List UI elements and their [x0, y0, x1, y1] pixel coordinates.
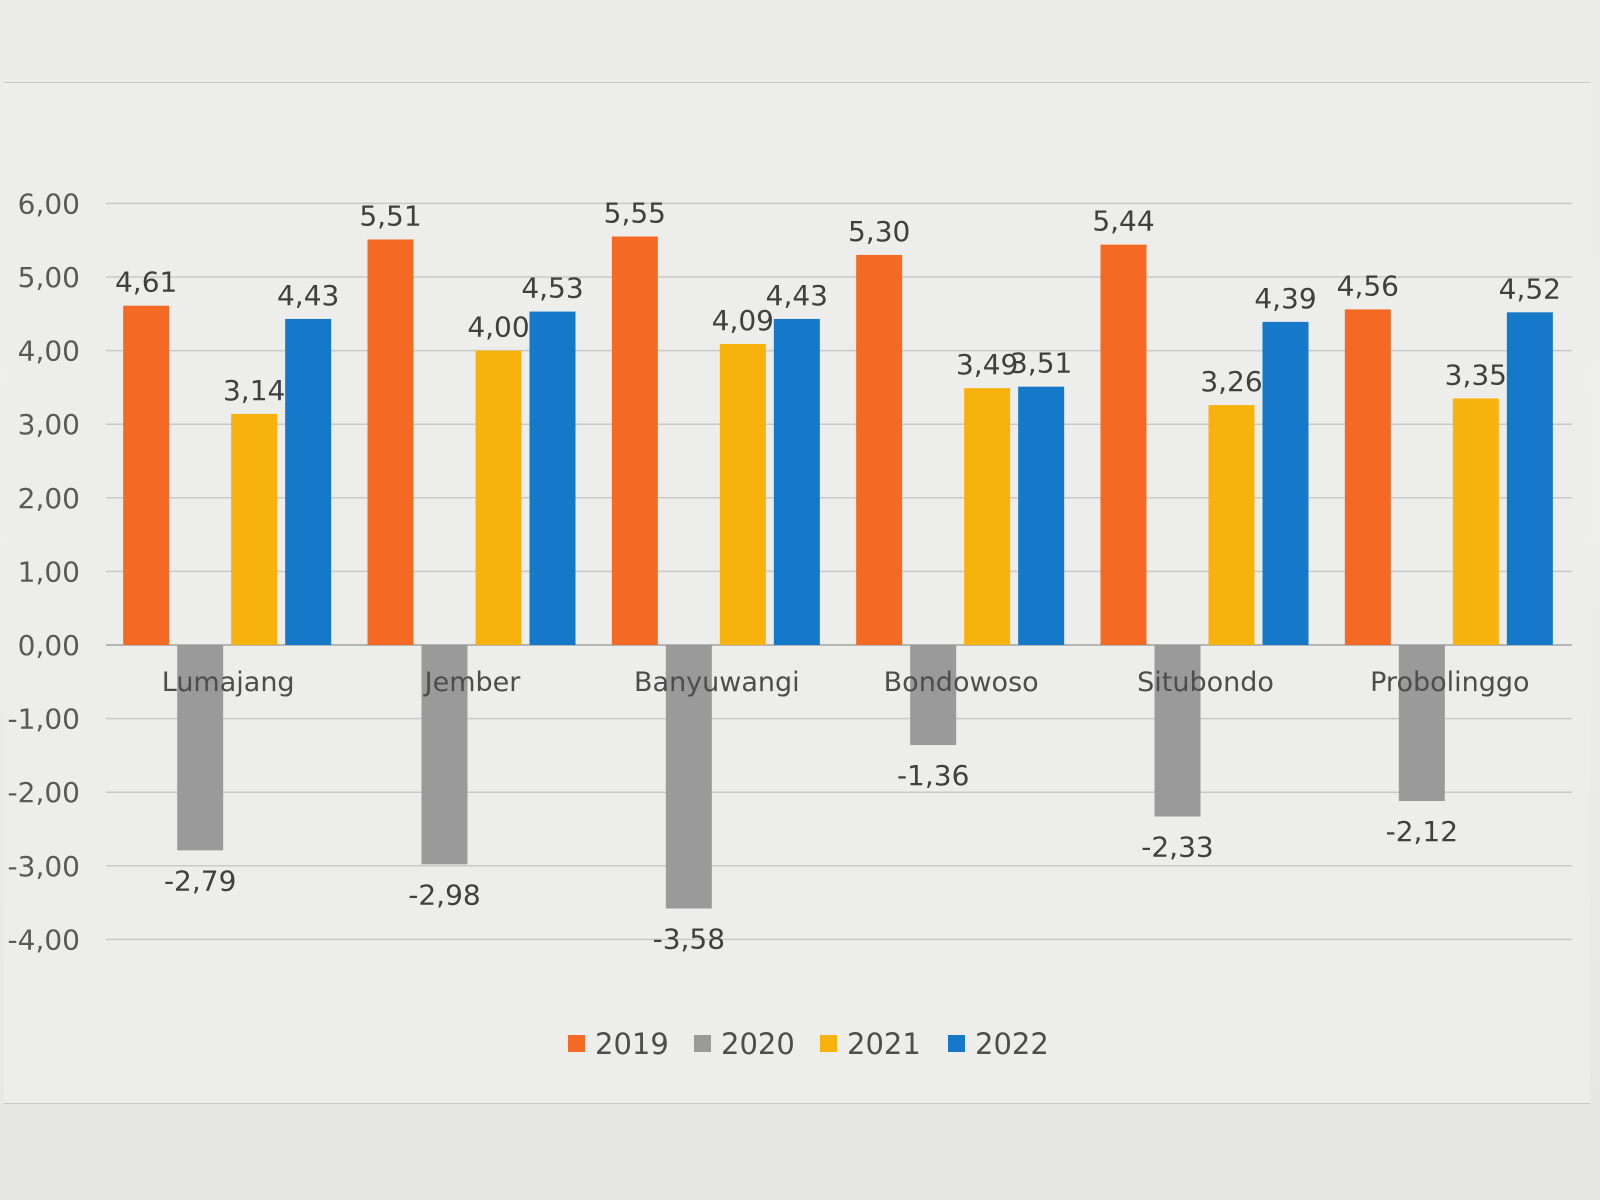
bar-2020-bondowoso	[910, 645, 957, 746]
bar-2021-situbondo	[1208, 405, 1255, 645]
y-tick-label: 2,00	[18, 482, 80, 515]
bars	[123, 236, 1553, 909]
y-tick-label: 3,00	[18, 408, 80, 441]
data-label-2019-banyuwangi: 5,55	[604, 197, 666, 230]
data-label-2021-jember: 4,00	[467, 311, 529, 344]
legend-swatch-2022	[948, 1035, 965, 1052]
category-label-bondowoso: Bondowoso	[884, 667, 1039, 698]
data-label-2021-bondowoso: 3,49	[956, 348, 1018, 381]
bar-2021-probolinggo	[1452, 398, 1499, 645]
legend-label-2020: 2020	[721, 1027, 795, 1061]
bar-2022-probolinggo	[1506, 312, 1553, 645]
legend-swatch-2020	[694, 1035, 711, 1052]
data-label-2020-lumajang: -2,79	[164, 864, 236, 897]
bar-2019-banyuwangi	[611, 236, 658, 645]
data-label-2020-banyuwangi: -3,58	[653, 922, 725, 955]
y-tick-label: 4,00	[18, 335, 80, 368]
bar-2019-lumajang	[123, 305, 170, 645]
legend-swatch-2019	[568, 1035, 585, 1052]
bar-2019-bondowoso	[856, 254, 903, 646]
bar-2022-banyuwangi	[773, 318, 820, 645]
bar-2021-bondowoso	[964, 388, 1011, 645]
legend-label-2021: 2021	[847, 1027, 921, 1061]
data-label-2022-bondowoso: 3,51	[1010, 347, 1072, 380]
data-label-2021-lumajang: 3,14	[223, 374, 285, 407]
y-tick-label: -3,00	[8, 850, 80, 883]
data-label-2021-probolinggo: 3,35	[1445, 358, 1507, 391]
data-label-2021-situbondo: 3,26	[1200, 365, 1262, 398]
y-tick-label: 6,00	[18, 187, 80, 220]
data-label-2019-jember: 5,51	[359, 199, 421, 232]
bar-2019-jember	[367, 239, 414, 646]
bar-2022-situbondo	[1262, 321, 1309, 645]
data-labels: 4,61 -2,79 3,14 4,43 5,51 -2,98 4,00 4,53 5,55 -3…	[115, 197, 1561, 956]
bar-2019-situbondo	[1100, 244, 1147, 645]
data-label-2020-probolinggo: -2,12	[1386, 815, 1458, 848]
data-label-2019-situbondo: 5,44	[1092, 205, 1154, 238]
y-tick-label: 5,00	[18, 261, 80, 294]
category-label-jember: Jember	[423, 667, 522, 698]
category-labels: Lumajang Jember Banyuwangi Bondowoso Situbon…	[162, 667, 1530, 698]
category-label-situbondo: Situbondo	[1137, 667, 1274, 698]
data-label-2022-jember: 4,53	[521, 272, 583, 305]
data-label-2020-situbondo: -2,33	[1141, 830, 1213, 863]
bar-2021-lumajang	[231, 413, 278, 645]
data-label-2022-probolinggo: 4,52	[1499, 272, 1561, 305]
category-label-probolinggo: Probolinggo	[1370, 667, 1529, 698]
bar-2021-banyuwangi	[719, 343, 766, 645]
legend-swatch-2021	[820, 1035, 837, 1052]
bar-2021-jember	[475, 350, 522, 645]
data-label-2021-banyuwangi: 4,09	[712, 304, 774, 337]
y-tick-label: 0,00	[18, 629, 80, 662]
bar-2022-bondowoso	[1018, 386, 1065, 645]
y-tick-label: 1,00	[18, 555, 80, 588]
data-label-2019-probolinggo: 4,56	[1337, 269, 1399, 302]
legend: 2019 2020 2021 2022	[568, 1027, 1049, 1061]
data-label-2022-lumajang: 4,43	[277, 279, 339, 312]
gridlines	[106, 202, 1572, 941]
data-label-2020-jember: -2,98	[408, 878, 480, 911]
y-tick-label: -2,00	[8, 776, 80, 809]
data-label-2022-situbondo: 4,39	[1254, 282, 1316, 315]
bar-2020-probolinggo	[1398, 645, 1445, 802]
bar-2022-lumajang	[285, 318, 332, 645]
data-label-2022-banyuwangi: 4,43	[766, 279, 828, 312]
bar-2020-lumajang	[177, 645, 224, 851]
bar-2019-probolinggo	[1344, 309, 1391, 645]
bar-2022-jember	[529, 311, 576, 645]
bar-2020-situbondo	[1154, 645, 1201, 817]
category-label-banyuwangi: Banyuwangi	[634, 667, 800, 698]
data-label-2019-bondowoso: 5,30	[848, 215, 910, 248]
bar-2020-jember	[421, 645, 468, 865]
y-tick-label: -1,00	[8, 703, 80, 736]
y-axis-ticks: 6,00 5,00 4,00 3,00 2,00 1,00 0,00 -1,00 -2,00 -3…	[8, 187, 80, 956]
legend-label-2022: 2022	[975, 1027, 1049, 1061]
bar-2020-banyuwangi	[665, 645, 712, 909]
data-label-2019-lumajang: 4,61	[115, 266, 177, 299]
data-label-2020-bondowoso: -1,36	[897, 759, 969, 792]
category-label-lumajang: Lumajang	[162, 667, 295, 698]
legend-label-2019: 2019	[595, 1027, 669, 1061]
y-tick-label: -4,00	[8, 923, 80, 956]
